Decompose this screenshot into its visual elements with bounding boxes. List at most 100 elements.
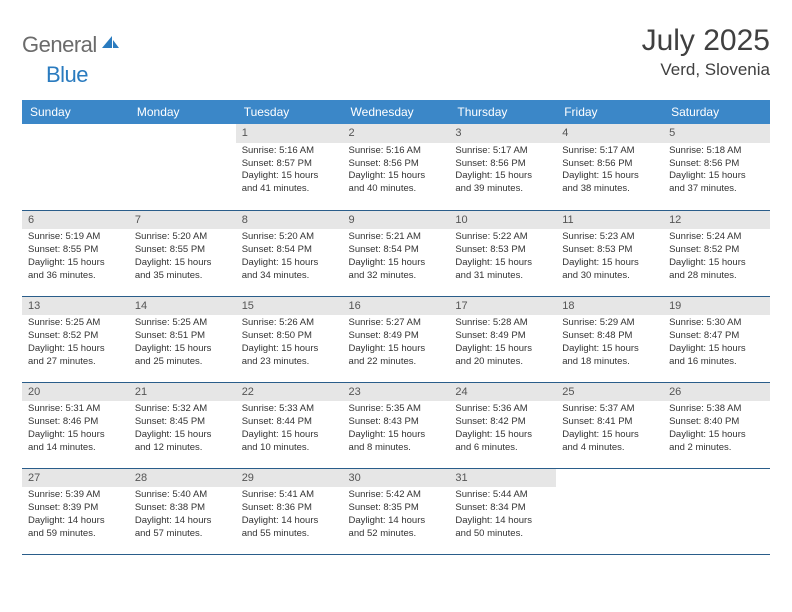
daylight-text: Daylight: 15 hours and 31 minutes. (455, 257, 550, 283)
title-block: July 2025 Verd, Slovenia (642, 24, 770, 80)
calendar-day-cell (129, 124, 236, 210)
logo-text-blue: Blue (46, 62, 88, 87)
calendar-day-cell: 25Sunrise: 5:37 AMSunset: 8:41 PMDayligh… (556, 382, 663, 468)
daylight-text: Daylight: 15 hours and 40 minutes. (349, 170, 444, 196)
sunset-text: Sunset: 8:54 PM (242, 244, 337, 257)
day-number: 31 (449, 469, 556, 488)
calendar-day-cell: 2 Sunrise: 5:16 AMSunset: 8:56 PMDaylight… (343, 124, 450, 210)
day-number: 15 (236, 297, 343, 316)
daylight-text: Daylight: 15 hours and 30 minutes. (562, 257, 657, 283)
daylight-text: Daylight: 15 hours and 25 minutes. (135, 343, 230, 369)
daylight-text: Daylight: 15 hours and 28 minutes. (669, 257, 764, 283)
daylight-text: Daylight: 15 hours and 20 minutes. (455, 343, 550, 369)
weekday-header: Saturday (663, 100, 770, 124)
day-number: 6 (22, 211, 129, 230)
weekday-header: Wednesday (343, 100, 450, 124)
daylight-text: Daylight: 15 hours and 4 minutes. (562, 429, 657, 455)
weekday-header: Sunday (22, 100, 129, 124)
calendar-day-cell: 26Sunrise: 5:38 AMSunset: 8:40 PMDayligh… (663, 382, 770, 468)
day-number: 17 (449, 297, 556, 316)
calendar-day-cell: 19Sunrise: 5:30 AMSunset: 8:47 PMDayligh… (663, 296, 770, 382)
daylight-text: Daylight: 15 hours and 10 minutes. (242, 429, 337, 455)
weekday-header: Friday (556, 100, 663, 124)
calendar-day-cell: 30Sunrise: 5:42 AMSunset: 8:35 PMDayligh… (343, 468, 450, 554)
sunrise-text: Sunrise: 5:38 AM (669, 403, 764, 416)
location: Verd, Slovenia (642, 60, 770, 80)
weekday-header: Thursday (449, 100, 556, 124)
day-number: 24 (449, 383, 556, 402)
daylight-text: Daylight: 14 hours and 57 minutes. (135, 515, 230, 541)
daylight-text: Daylight: 15 hours and 36 minutes. (28, 257, 123, 283)
day-number: 27 (22, 469, 129, 488)
sunrise-text: Sunrise: 5:42 AM (349, 489, 444, 502)
sunset-text: Sunset: 8:55 PM (135, 244, 230, 257)
sunrise-text: Sunrise: 5:16 AM (349, 145, 444, 158)
day-number: 16 (343, 297, 450, 316)
day-number: 2 (343, 124, 450, 143)
calendar-day-cell: 22Sunrise: 5:33 AMSunset: 8:44 PMDayligh… (236, 382, 343, 468)
sunrise-text: Sunrise: 5:40 AM (135, 489, 230, 502)
daylight-text: Daylight: 15 hours and 35 minutes. (135, 257, 230, 283)
day-number: 29 (236, 469, 343, 488)
calendar-day-cell: 12Sunrise: 5:24 AMSunset: 8:52 PMDayligh… (663, 210, 770, 296)
calendar-day-cell (22, 124, 129, 210)
sunrise-text: Sunrise: 5:44 AM (455, 489, 550, 502)
calendar-day-cell (556, 468, 663, 554)
weekday-header: Tuesday (236, 100, 343, 124)
sunset-text: Sunset: 8:36 PM (242, 502, 337, 515)
calendar-day-cell: 13Sunrise: 5:25 AMSunset: 8:52 PMDayligh… (22, 296, 129, 382)
daylight-text: Daylight: 15 hours and 14 minutes. (28, 429, 123, 455)
daylight-text: Daylight: 15 hours and 8 minutes. (349, 429, 444, 455)
sunset-text: Sunset: 8:56 PM (669, 158, 764, 171)
sunset-text: Sunset: 8:52 PM (28, 330, 123, 343)
daylight-text: Daylight: 15 hours and 34 minutes. (242, 257, 337, 283)
calendar-day-cell: 8Sunrise: 5:20 AMSunset: 8:54 PMDaylight… (236, 210, 343, 296)
day-number: 23 (343, 383, 450, 402)
weekday-header: Monday (129, 100, 236, 124)
calendar-day-cell: 23Sunrise: 5:35 AMSunset: 8:43 PMDayligh… (343, 382, 450, 468)
sunrise-text: Sunrise: 5:28 AM (455, 317, 550, 330)
calendar-day-cell: 1Sunrise: 5:16 AMSunset: 8:57 PMDaylight… (236, 124, 343, 210)
calendar-week-row: 13Sunrise: 5:25 AMSunset: 8:52 PMDayligh… (22, 296, 770, 382)
daylight-text: Daylight: 15 hours and 23 minutes. (242, 343, 337, 369)
day-number: 12 (663, 211, 770, 230)
sunset-text: Sunset: 8:49 PM (349, 330, 444, 343)
calendar-day-cell: 18Sunrise: 5:29 AMSunset: 8:48 PMDayligh… (556, 296, 663, 382)
day-number: 25 (556, 383, 663, 402)
day-number: 3 (449, 124, 556, 143)
sunset-text: Sunset: 8:41 PM (562, 416, 657, 429)
sunrise-text: Sunrise: 5:19 AM (28, 231, 123, 244)
sunset-text: Sunset: 8:52 PM (669, 244, 764, 257)
daylight-text: Daylight: 14 hours and 59 minutes. (28, 515, 123, 541)
sunset-text: Sunset: 8:56 PM (349, 158, 444, 171)
sunrise-text: Sunrise: 5:16 AM (242, 145, 337, 158)
sunrise-text: Sunrise: 5:33 AM (242, 403, 337, 416)
sunrise-text: Sunrise: 5:25 AM (28, 317, 123, 330)
daylight-text: Daylight: 15 hours and 12 minutes. (135, 429, 230, 455)
sunrise-text: Sunrise: 5:26 AM (242, 317, 337, 330)
day-number: 21 (129, 383, 236, 402)
sunrise-text: Sunrise: 5:23 AM (562, 231, 657, 244)
sunrise-text: Sunrise: 5:18 AM (669, 145, 764, 158)
sunrise-text: Sunrise: 5:20 AM (242, 231, 337, 244)
daylight-text: Daylight: 15 hours and 41 minutes. (242, 170, 337, 196)
sunset-text: Sunset: 8:45 PM (135, 416, 230, 429)
sunrise-text: Sunrise: 5:36 AM (455, 403, 550, 416)
sunrise-text: Sunrise: 5:32 AM (135, 403, 230, 416)
daylight-text: Daylight: 15 hours and 2 minutes. (669, 429, 764, 455)
daylight-text: Daylight: 14 hours and 55 minutes. (242, 515, 337, 541)
calendar-day-cell: 21Sunrise: 5:32 AMSunset: 8:45 PMDayligh… (129, 382, 236, 468)
sunset-text: Sunset: 8:55 PM (28, 244, 123, 257)
day-number: 11 (556, 211, 663, 230)
sunrise-text: Sunrise: 5:20 AM (135, 231, 230, 244)
sunset-text: Sunset: 8:54 PM (349, 244, 444, 257)
daylight-text: Daylight: 15 hours and 32 minutes. (349, 257, 444, 283)
calendar-day-cell: 5Sunrise: 5:18 AMSunset: 8:56 PMDaylight… (663, 124, 770, 210)
day-number: 30 (343, 469, 450, 488)
day-number: 14 (129, 297, 236, 316)
calendar-day-cell: 27Sunrise: 5:39 AMSunset: 8:39 PMDayligh… (22, 468, 129, 554)
day-number: 10 (449, 211, 556, 230)
calendar-day-cell: 15Sunrise: 5:26 AMSunset: 8:50 PMDayligh… (236, 296, 343, 382)
sunset-text: Sunset: 8:43 PM (349, 416, 444, 429)
calendar-day-cell: 11Sunrise: 5:23 AMSunset: 8:53 PMDayligh… (556, 210, 663, 296)
